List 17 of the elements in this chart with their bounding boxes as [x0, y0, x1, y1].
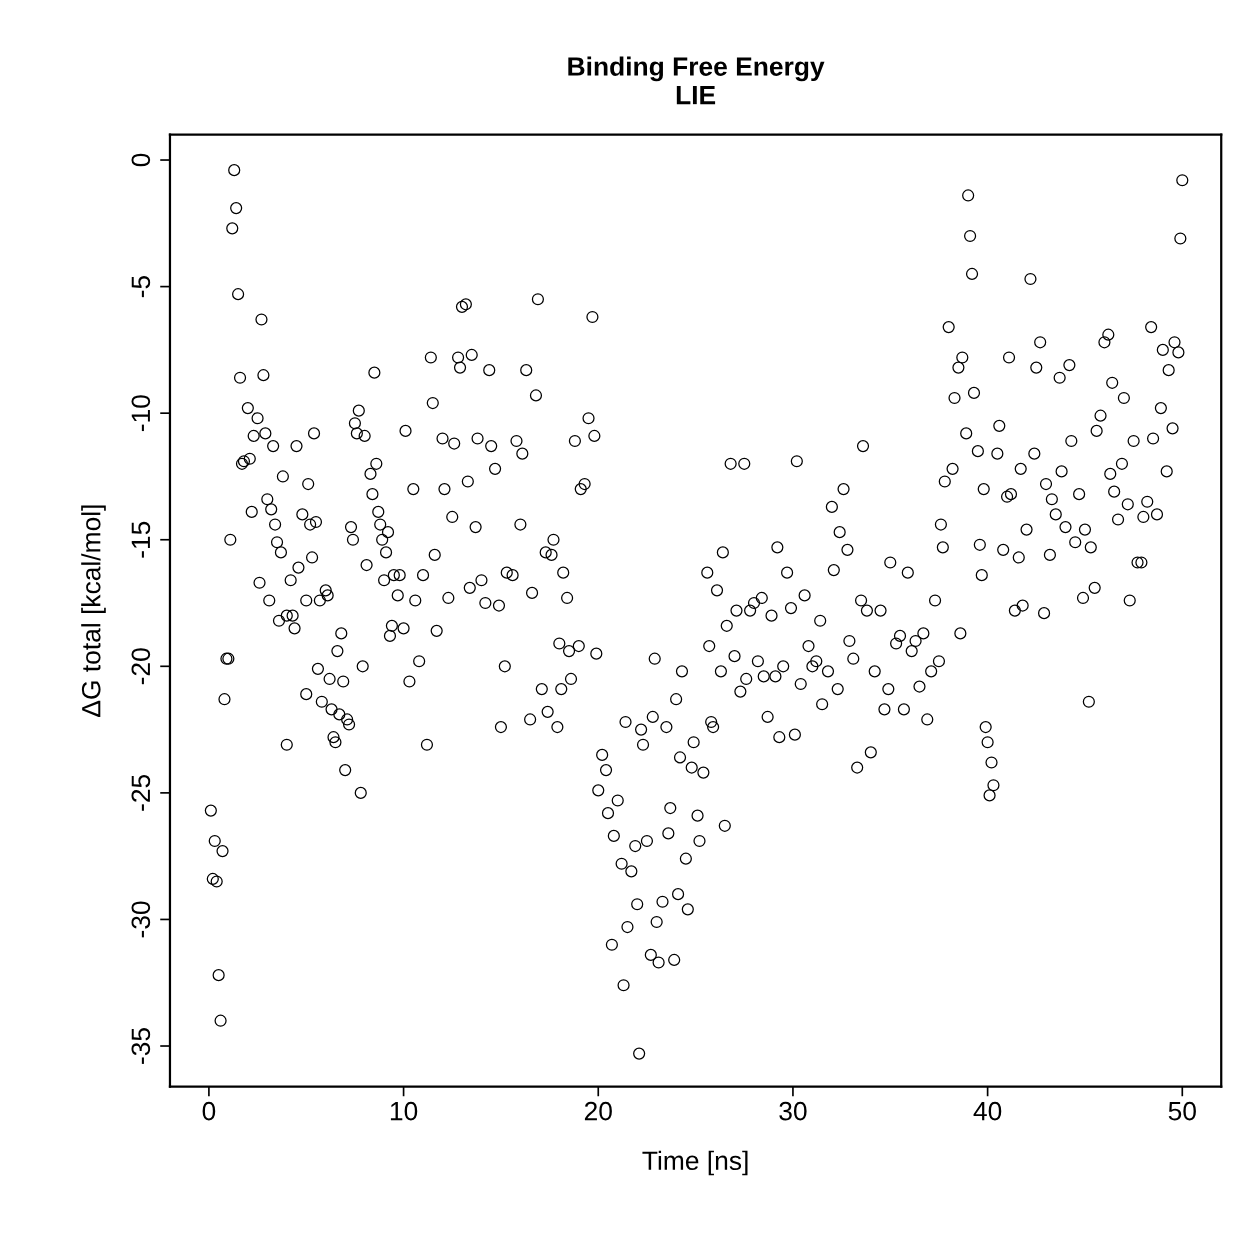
- x-tick-label: 50: [1168, 1101, 1196, 1121]
- x-tick-label: 30: [779, 1101, 807, 1121]
- y-tick-label: -20: [131, 648, 151, 685]
- x-tick-label: 0: [202, 1101, 216, 1121]
- y-tick-label: -30: [131, 901, 151, 938]
- chart-title: Binding Free Energy LIE: [568, 56, 825, 105]
- x-tick-label: 40: [973, 1101, 1002, 1121]
- x-axis-title: Time [ns]: [642, 1150, 748, 1176]
- x-tick-label: 20: [584, 1101, 612, 1121]
- y-tick-label: -25: [131, 774, 151, 811]
- x-tick-label: 10: [390, 1101, 418, 1121]
- y-tick-label: -35: [131, 1028, 151, 1064]
- y-tick-label: -5: [131, 275, 151, 298]
- y-axis-title: ΔG total [kcal/mol]: [81, 505, 106, 717]
- y-tick-label: 0: [131, 153, 151, 167]
- y-tick-label: -15: [131, 521, 151, 558]
- y-tick-label: -10: [131, 395, 151, 432]
